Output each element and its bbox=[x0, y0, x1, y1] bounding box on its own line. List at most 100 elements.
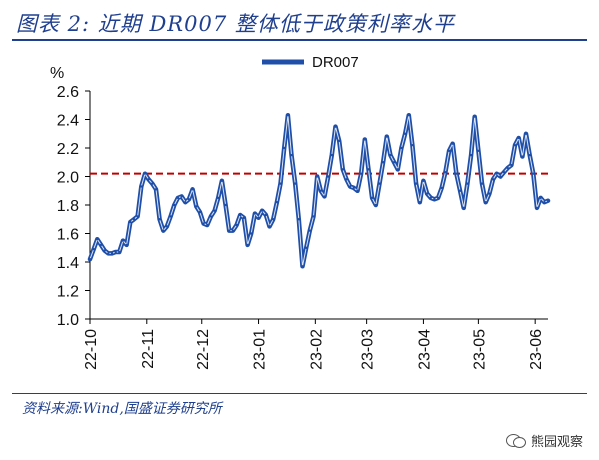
data-point-dr007 bbox=[198, 210, 202, 214]
x-tick-label: 22-11 bbox=[140, 329, 157, 369]
data-point-dr007 bbox=[297, 218, 301, 221]
y-tick-label: 1.6 bbox=[57, 227, 79, 244]
data-point-dr007 bbox=[301, 265, 304, 268]
data-point-dr007 bbox=[543, 200, 546, 204]
source-note: 资料来源:Wind,国盛证券研究所 bbox=[22, 401, 222, 417]
data-point-dr007 bbox=[506, 166, 509, 170]
data-point-dr007 bbox=[312, 215, 315, 218]
data-point-dr007 bbox=[264, 213, 268, 217]
data-point-dr007 bbox=[356, 189, 359, 192]
data-point-dr007 bbox=[323, 195, 326, 198]
figure-title: 图表 2: 近期 DR007 整体低于政策利率水平 bbox=[16, 12, 455, 36]
title-divider bbox=[12, 39, 587, 41]
data-point-dr007 bbox=[488, 192, 491, 195]
data-point-dr007 bbox=[125, 243, 128, 247]
chart-legend: DR007 bbox=[262, 54, 359, 71]
x-axis-ticks: 22-10 22-11 22-12 23-01 23-02 23-03 23-04 23-05… bbox=[83, 319, 545, 370]
data-point-dr007 bbox=[202, 222, 205, 225]
data-point-dr007 bbox=[246, 243, 249, 247]
data-point-dr007 bbox=[499, 175, 502, 178]
data-point-dr007 bbox=[363, 138, 366, 141]
data-point-dr007 bbox=[532, 172, 535, 175]
data-point-dr007 bbox=[502, 171, 506, 174]
x-tick-label: 23-02 bbox=[308, 329, 325, 370]
y-tick-label: 2.6 bbox=[57, 84, 79, 101]
data-point-dr007 bbox=[480, 182, 484, 185]
data-point-dr007 bbox=[334, 125, 337, 128]
y-tick-label: 1.2 bbox=[57, 284, 79, 301]
data-point-dr007 bbox=[99, 243, 103, 247]
data-point-dr007 bbox=[187, 198, 191, 201]
data-point-dr007 bbox=[162, 229, 165, 232]
data-point-dr007 bbox=[433, 198, 436, 201]
x-tick-label: 22-12 bbox=[195, 329, 212, 370]
data-point-dr007 bbox=[546, 199, 550, 202]
data-point-dr007 bbox=[114, 250, 117, 254]
data-point-dr007 bbox=[209, 215, 213, 218]
data-point-dr007 bbox=[154, 188, 158, 191]
data-point-dr007 bbox=[444, 171, 447, 174]
data-point-dr007 bbox=[213, 209, 216, 212]
x-tick-label: 23-03 bbox=[360, 329, 377, 370]
data-point-dr007 bbox=[407, 114, 410, 117]
data-point-dr007 bbox=[151, 182, 154, 185]
data-point-dr007 bbox=[140, 185, 143, 188]
data-point-dr007 bbox=[173, 203, 176, 207]
data-point-dr007 bbox=[96, 238, 99, 241]
data-point-dr007 bbox=[400, 146, 403, 150]
data-point-dr007 bbox=[451, 142, 454, 145]
data-point-dr007 bbox=[341, 168, 345, 171]
data-point-dr007 bbox=[389, 153, 392, 157]
data-point-dr007 bbox=[348, 185, 352, 188]
data-point-dr007 bbox=[469, 153, 473, 157]
data-point-dr007 bbox=[414, 182, 418, 185]
watermark: 熊园观察 bbox=[505, 428, 583, 452]
data-point-dr007 bbox=[195, 205, 198, 208]
y-tick-label: 2.0 bbox=[57, 170, 79, 187]
data-point-dr007 bbox=[326, 175, 330, 178]
y-tick-label: 1.4 bbox=[57, 255, 79, 272]
data-point-dr007 bbox=[136, 215, 139, 218]
data-point-dr007 bbox=[220, 179, 224, 182]
data-point-dr007 bbox=[272, 218, 275, 221]
data-point-dr007 bbox=[103, 249, 106, 252]
data-point-dr007 bbox=[282, 146, 286, 150]
data-point-dr007 bbox=[418, 200, 421, 204]
data-point-dr007 bbox=[473, 115, 476, 118]
data-point-dr007 bbox=[228, 229, 231, 232]
y-tick-label: 2.2 bbox=[57, 141, 79, 158]
x-tick-label: 22-10 bbox=[83, 329, 100, 370]
data-point-dr007 bbox=[169, 215, 172, 218]
data-point-dr007 bbox=[206, 223, 209, 227]
data-point-dr007 bbox=[121, 239, 125, 242]
data-point-dr007 bbox=[88, 257, 92, 261]
data-point-dr007 bbox=[286, 114, 290, 117]
data-point-dr007 bbox=[231, 229, 235, 232]
data-point-dr007 bbox=[352, 186, 356, 190]
data-point-dr007 bbox=[268, 225, 271, 228]
data-point-dr007 bbox=[158, 218, 161, 221]
data-point-dr007 bbox=[293, 182, 297, 185]
data-point-dr007 bbox=[110, 252, 114, 255]
data-point-dr007 bbox=[422, 179, 425, 182]
data-point-dr007 bbox=[378, 182, 381, 185]
data-point-dr007 bbox=[447, 149, 451, 153]
y-tick-label: 2.4 bbox=[57, 113, 79, 130]
data-point-dr007 bbox=[392, 161, 396, 164]
legend-label-dr007: DR007 bbox=[312, 54, 359, 71]
data-point-dr007 bbox=[396, 168, 399, 171]
data-point-dr007 bbox=[462, 206, 465, 210]
data-point-dr007 bbox=[411, 143, 414, 147]
y-tick-label: 1.0 bbox=[57, 312, 79, 329]
data-point-dr007 bbox=[429, 196, 432, 200]
data-point-dr007 bbox=[374, 203, 377, 207]
data-point-dr007 bbox=[275, 200, 279, 204]
data-point-dr007 bbox=[425, 192, 429, 195]
data-point-dr007 bbox=[107, 252, 110, 255]
data-point-dr007 bbox=[381, 161, 385, 164]
data-point-dr007 bbox=[250, 232, 253, 235]
data-point-dr007 bbox=[477, 149, 480, 153]
dr007-line-chart: DR007 % 1.0 1.2 1.4 1.6 1.8 2.0 2.2 2.4 2.6 22-1… bbox=[50, 54, 551, 370]
data-point-dr007 bbox=[165, 225, 169, 228]
data-point-dr007 bbox=[118, 250, 121, 254]
